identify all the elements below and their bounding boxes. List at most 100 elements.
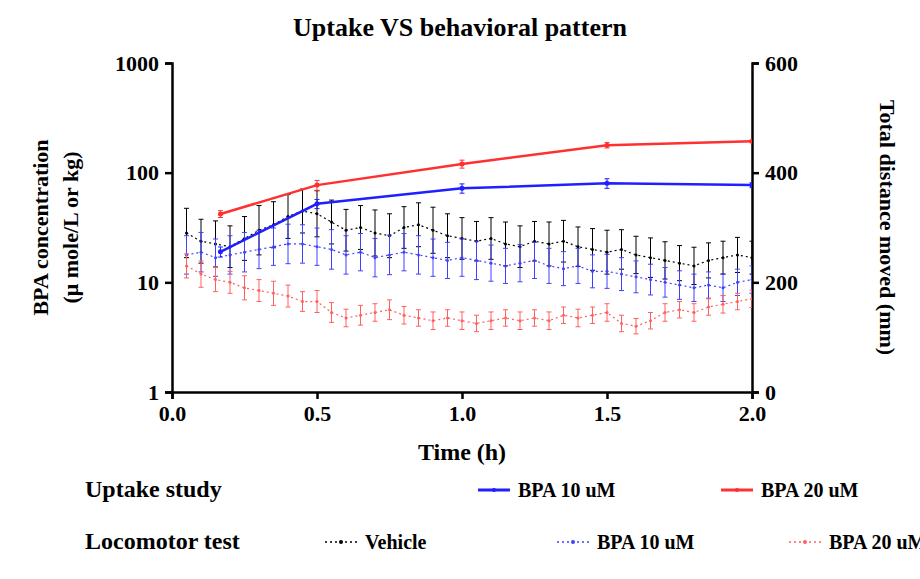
error-bar-cap bbox=[460, 193, 465, 194]
error-bar-cap bbox=[677, 270, 682, 271]
error-bar-cap bbox=[735, 269, 740, 270]
error-bar-cap bbox=[257, 268, 262, 269]
error-bar-cap bbox=[184, 277, 189, 278]
error-bar-stem bbox=[462, 312, 463, 330]
marker bbox=[751, 278, 753, 281]
error-bar-cap bbox=[445, 242, 450, 243]
error-bar bbox=[605, 254, 610, 288]
error-bar-stem bbox=[708, 272, 709, 298]
error-bar-stem bbox=[447, 310, 448, 326]
error-bar-stem bbox=[621, 315, 622, 331]
error-bar-stem bbox=[317, 291, 318, 313]
error-bar-cap bbox=[387, 235, 392, 236]
error-bar-stem bbox=[418, 310, 419, 326]
marker bbox=[272, 245, 275, 248]
marker bbox=[374, 231, 377, 234]
marker bbox=[548, 264, 551, 267]
error-bar-stem bbox=[549, 312, 550, 330]
error-bar-cap bbox=[329, 200, 334, 201]
error-bar-stem bbox=[346, 236, 347, 274]
tick: 0 bbox=[752, 380, 776, 405]
tick-mark bbox=[752, 62, 759, 65]
error-bar bbox=[735, 237, 740, 272]
error-bar-cap bbox=[474, 241, 479, 242]
marker bbox=[591, 270, 594, 273]
error-bar-cap bbox=[532, 221, 537, 222]
series-line bbox=[187, 266, 753, 326]
marker bbox=[214, 256, 217, 259]
error-bar-stem bbox=[230, 236, 231, 274]
y-axis-title: BPA concentration bbox=[28, 139, 53, 315]
error-bar-stem bbox=[636, 319, 637, 334]
error-bar-stem bbox=[694, 274, 695, 301]
marker bbox=[649, 256, 652, 259]
error-bar-stem bbox=[737, 237, 738, 272]
legend-item: BPA 10 uM bbox=[557, 531, 695, 553]
error-bar-cap bbox=[329, 269, 334, 270]
marker bbox=[649, 319, 652, 322]
error-bar-cap bbox=[634, 292, 639, 293]
marker bbox=[504, 316, 507, 319]
y2-axis-title: Total distance moved (mm) bbox=[875, 100, 900, 355]
error-bar-cap bbox=[431, 207, 436, 208]
error-bar-cap bbox=[561, 323, 566, 324]
error-bar-cap bbox=[648, 328, 653, 329]
error-bar bbox=[329, 303, 334, 323]
series-line bbox=[220, 141, 752, 214]
error-bar-stem bbox=[215, 268, 216, 292]
error-bar-cap bbox=[692, 274, 697, 275]
error-bar bbox=[344, 309, 349, 327]
error-bar-stem bbox=[534, 242, 535, 278]
marker bbox=[218, 211, 223, 216]
error-bar-cap bbox=[474, 315, 479, 316]
error-bar-stem bbox=[273, 228, 274, 265]
marker bbox=[345, 229, 348, 232]
marker bbox=[562, 267, 565, 270]
error-bar-stem bbox=[389, 235, 390, 274]
marker bbox=[301, 300, 304, 303]
error-bar-cap bbox=[677, 301, 682, 302]
error-bar-stem bbox=[505, 310, 506, 326]
tick-label: 0.5 bbox=[304, 401, 332, 426]
error-bar-cap bbox=[315, 265, 320, 266]
error-bar-cap bbox=[648, 237, 653, 238]
error-bar-cap bbox=[692, 321, 697, 322]
error-bar-cap bbox=[460, 311, 465, 312]
error-bar-stem bbox=[694, 304, 695, 322]
error-bar-cap bbox=[300, 291, 305, 292]
error-bar-cap bbox=[605, 188, 610, 189]
error-bar-cap bbox=[271, 265, 276, 266]
error-bar-stem bbox=[404, 306, 405, 324]
error-bar bbox=[750, 290, 753, 308]
error-bar-stem bbox=[433, 312, 434, 330]
plot-area bbox=[184, 139, 752, 334]
tick-mark bbox=[606, 392, 609, 399]
error-bar-cap bbox=[300, 311, 305, 312]
error-bar-cap bbox=[344, 274, 349, 275]
error-bar-cap bbox=[431, 329, 436, 330]
error-bar bbox=[619, 258, 624, 291]
marker bbox=[316, 300, 319, 303]
error-bar-cap bbox=[605, 230, 610, 231]
tick: 600 bbox=[752, 51, 798, 76]
error-bar-cap bbox=[460, 217, 465, 218]
error-bar bbox=[634, 261, 639, 293]
marker bbox=[287, 295, 290, 298]
marker bbox=[490, 237, 493, 240]
marker bbox=[750, 139, 753, 144]
error-bar-cap bbox=[315, 228, 320, 229]
tick-label: 600 bbox=[765, 51, 798, 76]
error-bar-cap bbox=[634, 318, 639, 319]
marker bbox=[533, 316, 536, 319]
error-bar-cap bbox=[518, 244, 523, 245]
marker bbox=[504, 242, 507, 245]
error-bar-stem bbox=[360, 305, 361, 325]
error-bar-cap bbox=[590, 307, 595, 308]
error-bar-cap bbox=[416, 202, 421, 203]
error-bar-cap bbox=[416, 326, 421, 327]
series bbox=[184, 224, 752, 301]
marker bbox=[664, 259, 667, 262]
error-bar bbox=[242, 276, 247, 300]
marker bbox=[446, 259, 449, 262]
series bbox=[184, 189, 752, 284]
